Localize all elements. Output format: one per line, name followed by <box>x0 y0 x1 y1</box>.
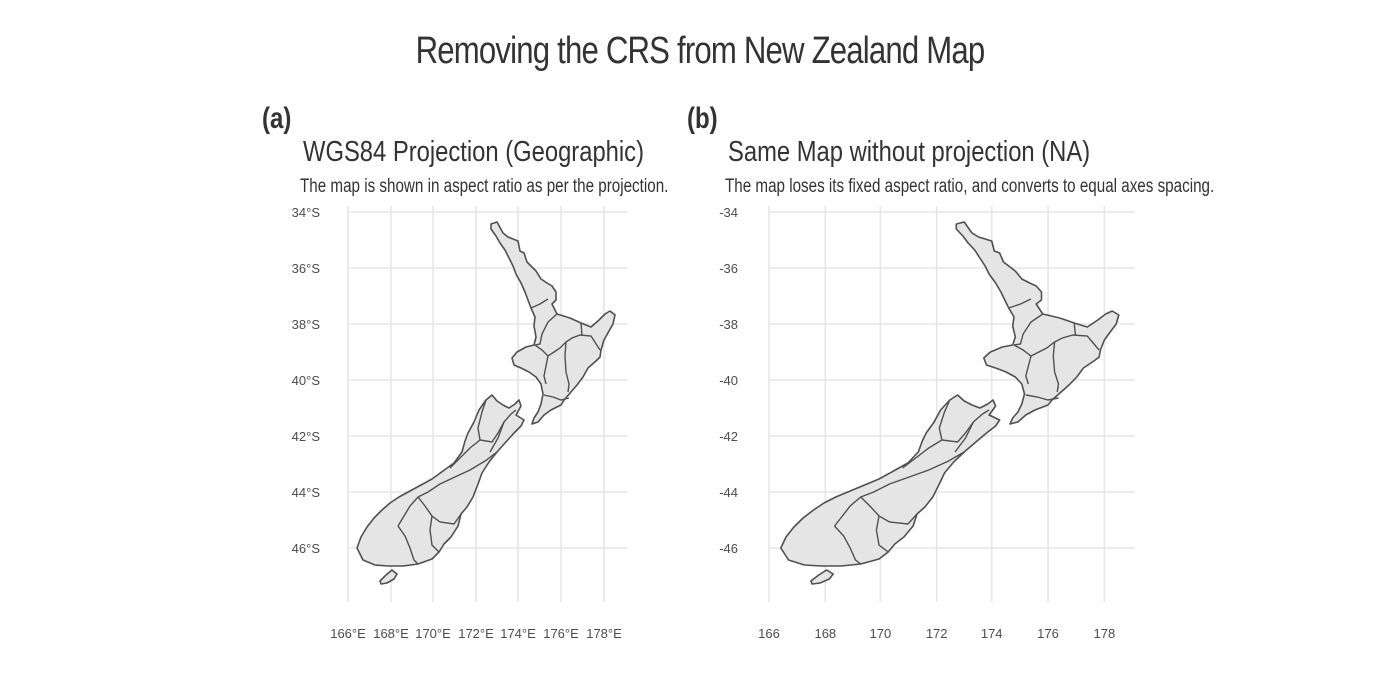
region-border <box>530 298 549 309</box>
region-border <box>449 439 481 469</box>
region-border <box>1025 355 1032 385</box>
y-tick-label: 38°S <box>292 317 321 332</box>
north-island <box>955 221 1120 425</box>
region-border <box>860 451 965 498</box>
region-border <box>860 496 918 525</box>
new-zealand-landmass <box>780 221 1120 585</box>
stewart-island <box>379 569 398 585</box>
x-tick-label: 174 <box>981 626 1003 641</box>
region-border <box>417 451 498 498</box>
region-border <box>938 399 990 443</box>
x-tick-label: 170 <box>869 626 891 641</box>
region-border <box>397 525 419 565</box>
y-tick-label: 40°S <box>292 373 321 388</box>
region-borders <box>833 298 1100 565</box>
region-border <box>543 355 549 385</box>
main-title: Removing the CRS from New Zealand Map <box>415 30 986 72</box>
y-tick-label: 36°S <box>292 261 321 276</box>
x-tick-label: 176 <box>1037 626 1059 641</box>
region-border <box>534 313 558 346</box>
panel-b-title: Same Map without projection (NA) <box>728 136 1091 168</box>
panel-b-map: -34 -36 -38 -40 -42 -44 -46 166 168 170 172 174 176 1… <box>719 205 1135 641</box>
region-border <box>833 525 862 565</box>
panel-a-title: WGS84 Projection (Geographic) <box>303 136 644 168</box>
y-tick-label: -40 <box>719 373 738 388</box>
panel-a-tag: (a) <box>262 102 292 135</box>
stewart-island <box>810 569 834 585</box>
x-tick-label: 172 <box>926 626 948 641</box>
region-border <box>534 334 601 357</box>
x-tick-label: 166°E <box>330 626 366 641</box>
region-border <box>477 399 517 443</box>
y-tick-label: -36 <box>719 261 738 276</box>
region-border <box>580 322 583 337</box>
x-tick-label: 178°E <box>586 626 622 641</box>
region-border <box>543 394 570 401</box>
new-zealand-landmass <box>356 221 616 585</box>
region-border <box>954 421 975 453</box>
region-border <box>1073 322 1077 337</box>
y-tick-label: -42 <box>719 429 738 444</box>
x-tick-label: 178 <box>1094 626 1116 641</box>
north-island <box>490 221 616 425</box>
region-border <box>1025 394 1059 401</box>
panel-b-tag: (b) <box>687 102 718 135</box>
y-tick-label: -34 <box>719 205 738 220</box>
region-border <box>875 515 889 553</box>
x-tick-label: 168°E <box>373 626 409 641</box>
south-island <box>356 394 525 567</box>
y-tick-label: -38 <box>719 317 738 332</box>
region-border <box>429 515 440 553</box>
panel-a-subtitle: The map is shown in aspect ratio as per … <box>300 176 669 197</box>
x-tick-label: 170°E <box>415 626 451 641</box>
y-tick-label: 42°S <box>292 429 321 444</box>
region-border <box>489 421 505 453</box>
region-border <box>564 341 570 393</box>
region-border <box>902 439 943 469</box>
x-tick-label: 176°E <box>543 626 579 641</box>
x-tick-label: 174°E <box>500 626 536 641</box>
y-tick-label: 44°S <box>292 485 321 500</box>
region-border <box>1008 298 1032 309</box>
x-tick-label: 172°E <box>458 626 494 641</box>
panel-a-map: 34°S 36°S 38°S 40°S 42°S 44°S 46°S 166°E 168°E 17… <box>292 205 627 641</box>
x-tick-label: 168 <box>814 626 836 641</box>
region-border <box>397 496 419 527</box>
region-border <box>1052 341 1060 393</box>
region-border <box>833 496 862 527</box>
y-tick-label: -46 <box>719 541 738 556</box>
y-tick-label: -44 <box>719 485 738 500</box>
south-island <box>780 394 1001 567</box>
region-border <box>1013 334 1100 357</box>
region-border <box>1013 313 1044 346</box>
region-borders <box>397 298 601 565</box>
y-tick-label: 34°S <box>292 205 321 220</box>
y-tick-label: 46°S <box>292 541 321 556</box>
region-border <box>417 496 462 525</box>
x-tick-label: 166 <box>758 626 780 641</box>
panel-b-subtitle: The map loses its fixed aspect ratio, an… <box>725 176 1215 197</box>
